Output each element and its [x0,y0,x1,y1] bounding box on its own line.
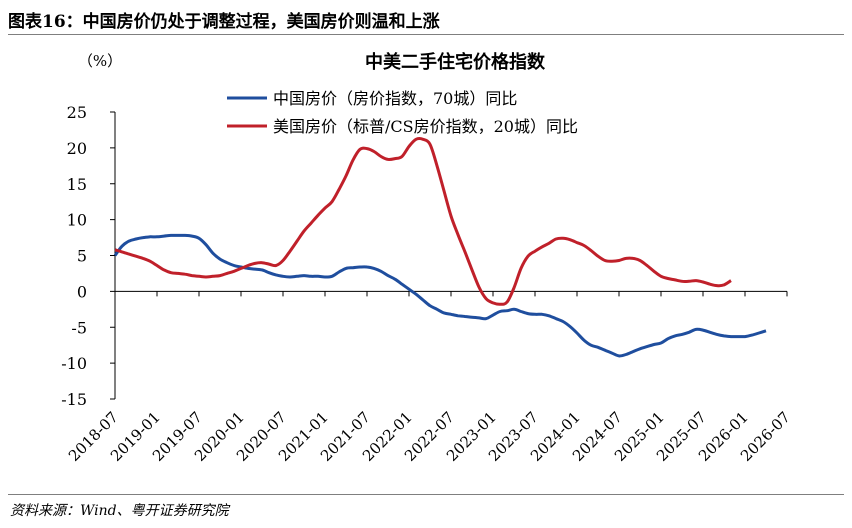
legend-label: 中国房价（房价指数，70城）同比 [273,89,517,108]
y-tick-label: -10 [61,354,87,373]
y-axis-unit-label: （%） [78,52,122,70]
chart-title: 中美二手住宅价格指数 [365,51,546,73]
y-tick-label: 15 [67,175,87,194]
y-tick-label: 5 [77,247,87,266]
series-line [113,233,767,358]
y-tick-label: 0 [77,282,87,301]
source-note: 资料来源：Wind、粤开证券研究院 [10,503,229,519]
y-tick-label: 20 [67,139,87,158]
legend-label: 美国房价（标普/CS房价指数，20城）同比 [273,117,578,136]
axes: -15-10-505101520252018-072019-012019-072… [61,103,794,465]
y-tick-label: -5 [71,318,87,337]
top-rule [8,34,844,35]
figure-title: 图表16：中国房价仍处于调整过程，美国房价则温和上涨 [8,12,440,32]
y-tick-label: 10 [67,211,87,230]
y-tick-label: -15 [61,390,87,409]
bottom-rule [8,494,844,495]
series-line [114,137,732,306]
y-tick-label: 25 [67,103,87,122]
series-layer [113,137,767,358]
